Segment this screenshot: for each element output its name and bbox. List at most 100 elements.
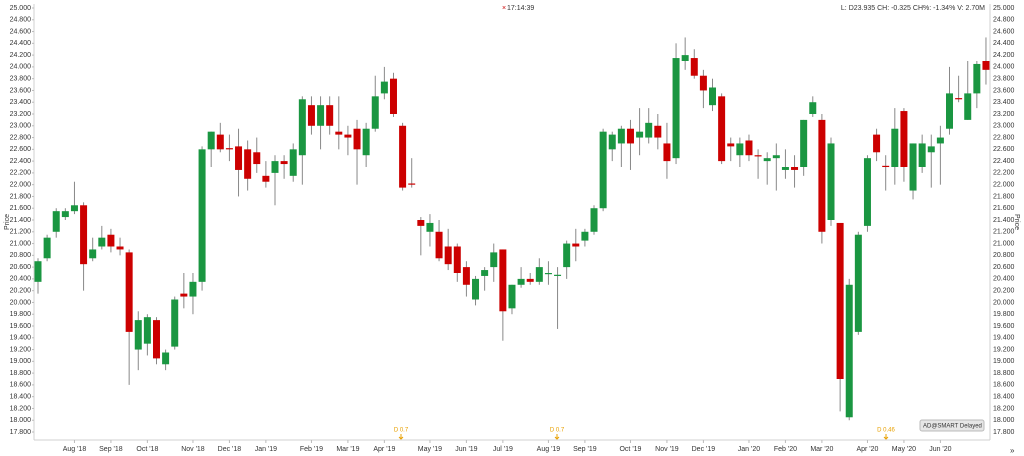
y-tick-label: 18.000	[10, 417, 32, 424]
candle-body	[727, 143, 735, 147]
x-tick-label: Apr '19	[373, 446, 395, 453]
candle-body	[845, 284, 853, 418]
candle-body	[417, 220, 425, 226]
y2-tick-label: 23.600	[993, 87, 1015, 94]
y-tick-label: 20.600	[10, 264, 32, 271]
candle-body	[481, 270, 489, 276]
candle-body	[289, 149, 297, 176]
candle-body	[271, 161, 279, 173]
y2-tick-label: 21.400	[993, 217, 1015, 224]
x-tick-label: Mar '20	[810, 446, 833, 453]
candle-body	[490, 252, 498, 268]
badge: AD@SMART Delayed	[923, 424, 982, 430]
candle-body	[335, 131, 343, 135]
candle-body	[526, 278, 534, 282]
candle-body	[253, 152, 261, 165]
x-tick-label: Aug '19	[537, 446, 561, 453]
y2-tick-label: 20.000	[993, 299, 1015, 306]
candle-body	[982, 61, 990, 70]
y2-tick-label: 18.000	[993, 417, 1015, 424]
candle-body	[508, 284, 516, 309]
y-tick-label: 19.600	[10, 323, 32, 330]
x-tick-label: Aug '18	[63, 446, 87, 453]
candle-body	[854, 234, 862, 332]
y2-tick-label: 19.600	[993, 323, 1015, 330]
y-tick-label: 18.600	[10, 382, 32, 389]
y-tick-label: 19.400	[10, 335, 32, 342]
y2-tick-label: 19.800	[993, 311, 1015, 318]
y-tick-label: 20.000	[10, 299, 32, 306]
x-tick-label: Sep '19	[573, 446, 597, 453]
y2-tick-label: 24.400	[993, 40, 1015, 47]
y-tick-label: 24.800	[10, 17, 32, 24]
y2-tick-label: 22.600	[993, 146, 1015, 153]
x-tick-label: Dec '19	[692, 446, 716, 453]
candle-body	[544, 273, 552, 275]
candle-body	[936, 137, 944, 144]
x-tick-label: Jan '19	[255, 446, 277, 453]
candle-body	[298, 99, 306, 156]
y2-tick-label: 19.400	[993, 335, 1015, 342]
candle-body	[891, 128, 899, 167]
candle-body	[408, 183, 416, 185]
candle-body	[636, 131, 644, 138]
y-tick-label: 19.200	[10, 346, 32, 353]
y-tick-label: 22.800	[10, 134, 32, 141]
candle-body	[444, 246, 452, 265]
y2-tick-label: 20.200	[993, 288, 1015, 295]
x-tick-label: Feb '20	[774, 446, 797, 453]
x-tick-label: Nov '19	[655, 446, 679, 453]
candle-body	[262, 175, 270, 182]
candle-body	[34, 261, 42, 282]
badge-box	[919, 419, 985, 432]
candle-body	[435, 231, 443, 259]
y2-tick-label: 24.200	[993, 52, 1015, 59]
candle-body	[207, 131, 215, 150]
candle-body	[863, 158, 871, 226]
y2-tick-label: 22.000	[993, 182, 1015, 189]
candle-body	[353, 128, 361, 150]
y-tick-label: 20.200	[10, 288, 32, 295]
y-tick-label: 24.000	[10, 64, 32, 71]
candle-body	[590, 208, 598, 232]
candle-body	[663, 143, 671, 162]
y2-tick-label: 23.200	[993, 111, 1015, 118]
candle-body	[645, 122, 653, 138]
candle-body	[317, 105, 325, 126]
y2-tick-label: 24.600	[993, 28, 1015, 35]
y-tick-label: 21.600	[10, 205, 32, 212]
y2-tick-label: 23.400	[993, 99, 1015, 106]
candle-body	[52, 211, 60, 232]
candle-body	[125, 252, 133, 332]
candle-body	[89, 249, 97, 259]
scroll-arrow[interactable]: »	[1010, 446, 1015, 455]
candle-body	[709, 87, 717, 106]
candle-body	[162, 352, 170, 365]
y-tick-label: 23.200	[10, 111, 32, 118]
y-tick-label: 18.200	[10, 405, 32, 412]
y2-tick-label: 23.800	[993, 76, 1015, 83]
candle-body	[699, 75, 707, 91]
y-tick-label: 23.600	[10, 87, 32, 94]
y-tick-label: 24.400	[10, 40, 32, 47]
candle-body	[690, 58, 698, 76]
y-tick-label: 21.400	[10, 217, 32, 224]
candle-body	[654, 125, 662, 138]
y2-tick-label: 24.000	[993, 64, 1015, 71]
candle-body	[563, 243, 571, 268]
x-tick-label: May '19	[418, 446, 442, 453]
candle-body	[900, 111, 908, 167]
x-tick-label: Oct '18	[136, 446, 158, 453]
candle-body	[964, 93, 972, 120]
y-tick-label: 24.200	[10, 52, 32, 59]
y-tick-label: 19.000	[10, 358, 32, 365]
y-tick-label: 20.400	[10, 276, 32, 283]
y2-tick-label: 21.800	[993, 193, 1015, 200]
candle-body	[462, 267, 470, 285]
y-tick-label: 18.400	[10, 394, 32, 401]
x-tick-label: Oct '19	[619, 446, 641, 453]
candle-body	[882, 165, 890, 168]
x-tick-label: Jan '20	[738, 446, 760, 453]
dividend-arrow	[398, 434, 404, 440]
